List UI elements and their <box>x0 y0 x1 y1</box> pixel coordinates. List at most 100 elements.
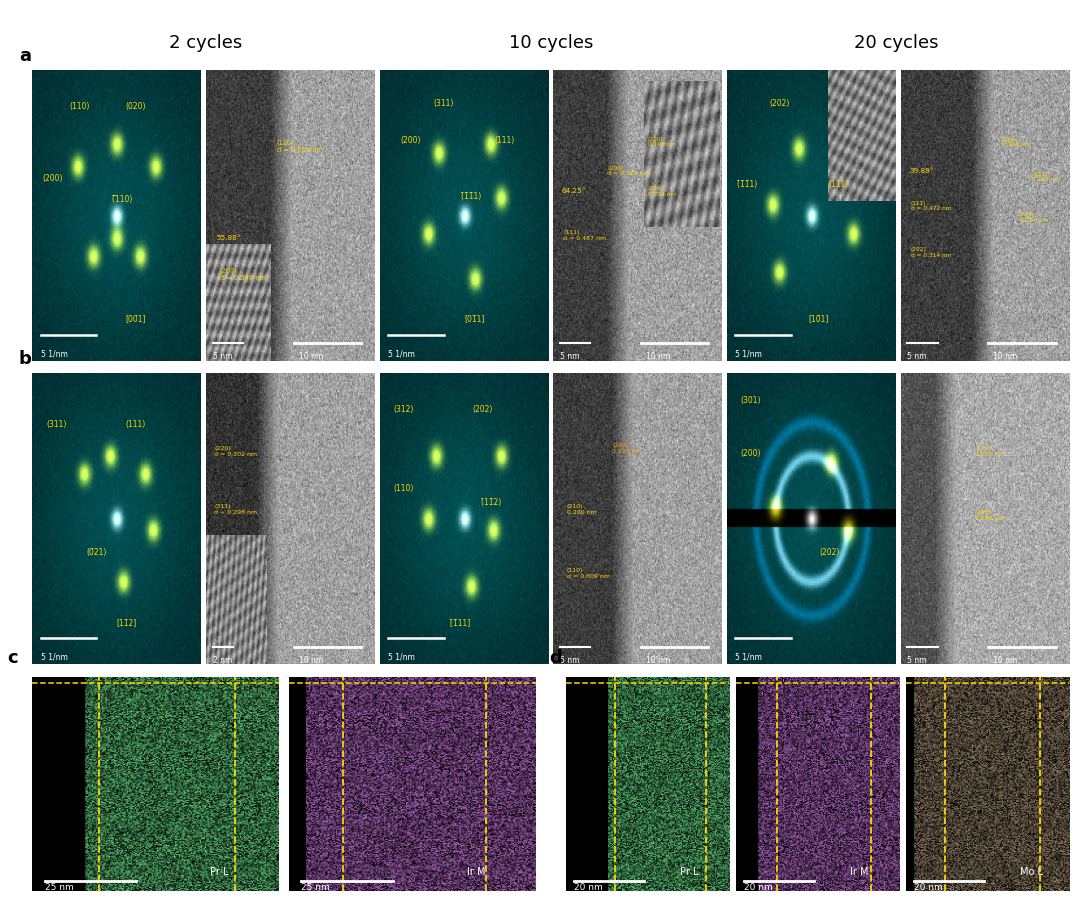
Text: (200)
d = 0.589 nm: (200) d = 0.589 nm <box>607 165 650 176</box>
Text: (202): (202) <box>820 547 840 556</box>
Text: [11̄2]: [11̄2] <box>117 617 137 626</box>
Text: (200)
0.224 nm: (200) 0.224 nm <box>1018 212 1047 222</box>
Text: [̄1̄11]: [̄1̄11] <box>450 617 471 626</box>
Text: (200)
0.225 nm: (200) 0.225 nm <box>612 443 643 453</box>
Text: Pr L: Pr L <box>680 867 699 877</box>
Text: 20 nm: 20 nm <box>914 882 943 891</box>
Text: 25 nm: 25 nm <box>301 882 330 891</box>
Text: 64.25°: 64.25° <box>562 187 586 194</box>
Text: 2 nm: 2 nm <box>213 655 232 664</box>
Text: (111): (111) <box>495 136 514 145</box>
Text: (̅110): (̅110) <box>113 195 134 203</box>
Text: 10 nm: 10 nm <box>299 655 323 664</box>
Text: 5 1/nm: 5 1/nm <box>388 652 415 661</box>
Text: (301): (301) <box>741 396 761 405</box>
Text: (202): (202) <box>472 404 492 414</box>
Text: (202): (202) <box>769 98 789 108</box>
Text: Mo L: Mo L <box>1021 867 1043 877</box>
Text: 20 nm: 20 nm <box>575 882 603 891</box>
Text: (311): (311) <box>434 98 454 108</box>
Text: 20 nm: 20 nm <box>744 882 773 891</box>
Text: [00̄1]: [00̄1] <box>125 313 146 323</box>
Text: 5 nm: 5 nm <box>561 352 580 360</box>
Text: Pr L: Pr L <box>210 867 229 877</box>
Text: (110): (110) <box>393 483 414 493</box>
Text: 10 nm: 10 nm <box>994 352 1017 360</box>
Text: (202)
d = 0.314 nm: (202) d = 0.314 nm <box>910 247 951 257</box>
Text: (200)
0.226 nm: (200) 0.226 nm <box>975 509 1004 520</box>
Text: (311)
d ÷ 0.298 nm: (311) d ÷ 0.298 nm <box>215 504 258 515</box>
Text: (̄1̄1̄1): (̄1̄1̄1) <box>737 180 757 189</box>
Text: (111)
d = 0.487 nm: (111) d = 0.487 nm <box>564 230 607 240</box>
Text: Ir M: Ir M <box>850 867 868 877</box>
Text: 5 1/nm: 5 1/nm <box>41 348 68 357</box>
Text: (200)
d = 0.546 nm: (200) d = 0.546 nm <box>219 267 266 281</box>
Text: (110): (110) <box>69 101 90 110</box>
Text: 25 nm: 25 nm <box>44 882 73 891</box>
Text: 10 nm: 10 nm <box>994 655 1017 664</box>
Text: (200): (200) <box>400 136 420 145</box>
Text: (210)
0.200 nm: (210) 0.200 nm <box>567 504 596 515</box>
Text: (020): (020) <box>125 101 146 110</box>
Text: 5 1/nm: 5 1/nm <box>735 652 762 661</box>
Text: 5 1/nm: 5 1/nm <box>735 348 762 357</box>
Text: 20 cycles: 20 cycles <box>854 34 939 51</box>
Text: (111)
0.221 nm: (111) 0.221 nm <box>975 446 1004 457</box>
Text: 10 nm: 10 nm <box>299 352 323 360</box>
Text: (111): (111) <box>125 419 146 428</box>
Text: (220)
d = 0.302 nm: (220) d = 0.302 nm <box>215 446 258 457</box>
Text: (̄11̄2): (̄11̄2) <box>481 498 501 506</box>
Text: (312): (312) <box>393 404 414 414</box>
Text: 5 nm: 5 nm <box>907 352 927 360</box>
Text: a: a <box>19 47 31 64</box>
Text: 5 nm: 5 nm <box>907 655 927 664</box>
Text: (110)
d = 0.609 nm: (110) d = 0.609 nm <box>567 568 610 578</box>
Text: 5 1/nm: 5 1/nm <box>388 348 415 357</box>
Text: 10 cycles: 10 cycles <box>509 34 593 51</box>
Text: [10̄1]: [10̄1] <box>808 313 828 323</box>
Text: [01̄1]: [01̄1] <box>464 313 484 323</box>
Text: b: b <box>19 350 31 368</box>
Text: 5 nm: 5 nm <box>213 352 232 360</box>
Text: (111): (111) <box>828 180 849 189</box>
Text: (200): (200) <box>42 174 63 183</box>
Text: 39.89°: 39.89° <box>909 167 933 174</box>
Text: (200)
0.224 nm: (200) 0.224 nm <box>648 186 676 197</box>
Text: 10 nm: 10 nm <box>646 655 671 664</box>
Text: 2 cycles: 2 cycles <box>168 34 242 51</box>
Text: 5 nm: 5 nm <box>561 655 580 664</box>
Text: (0̄21): (0̄21) <box>86 547 107 556</box>
Text: (111)
d = 0.472 nm: (111) d = 0.472 nm <box>910 200 951 211</box>
Text: (200): (200) <box>741 448 761 458</box>
Text: (210)
0.194 nm: (210) 0.194 nm <box>1002 136 1029 147</box>
Text: d: d <box>550 649 563 666</box>
Text: (311): (311) <box>45 419 66 428</box>
Text: (210)
0.198 nm: (210) 0.198 nm <box>648 136 676 147</box>
Text: (̄1̄1̄1): (̄1̄1̄1) <box>460 191 481 200</box>
Text: (111)
0.221 nm: (111) 0.221 nm <box>1032 171 1061 182</box>
Text: Ir M: Ir M <box>467 867 485 877</box>
Text: 5 1/nm: 5 1/nm <box>41 652 68 661</box>
Text: 10 nm: 10 nm <box>646 352 671 360</box>
Text: (110)
d = 0.605 nm: (110) d = 0.605 nm <box>276 140 323 153</box>
Text: 55.88°: 55.88° <box>216 234 241 240</box>
Text: c: c <box>8 649 18 666</box>
